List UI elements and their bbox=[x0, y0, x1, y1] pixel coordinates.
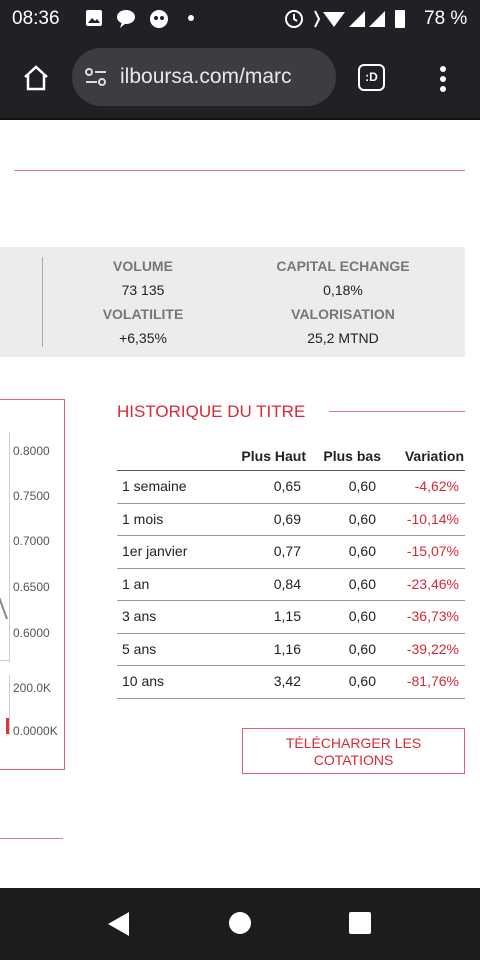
url: ilboursa.com/marc bbox=[120, 65, 292, 88]
low: 0,60 bbox=[348, 608, 376, 624]
home-button[interactable] bbox=[22, 64, 50, 92]
stats-panel: VOLUME 73 135 CAPITAL ECHANGE 0,18% VOLA… bbox=[0, 247, 465, 357]
button-text: COTATIONS bbox=[313, 752, 394, 768]
price-line bbox=[0, 596, 8, 620]
stat-label: VOLUME bbox=[113, 258, 173, 274]
low: 0,60 bbox=[348, 640, 376, 657]
high: 0,84 bbox=[273, 575, 301, 592]
divider bbox=[14, 170, 465, 171]
column-header: Plus Haut bbox=[241, 448, 306, 464]
address-bar[interactable]: ilboursa.com/marc bbox=[72, 48, 336, 106]
stat-label: VALORISATION bbox=[291, 306, 395, 322]
row-separator bbox=[117, 470, 465, 471]
low: 0,60 bbox=[348, 543, 376, 559]
variation: -15,07% bbox=[406, 543, 459, 559]
nav-bar bbox=[0, 888, 480, 960]
home-nav-button[interactable] bbox=[229, 912, 251, 934]
high: 0,77 bbox=[273, 543, 301, 559]
axis-label: 0.8000 bbox=[13, 444, 50, 458]
browser-bar: ilboursa.com/marc :D bbox=[0, 38, 480, 120]
high: 1,15 bbox=[273, 608, 301, 624]
high: 0,69 bbox=[273, 510, 301, 527]
axis-label: 200.0K bbox=[13, 681, 52, 695]
stat-value: +6,35% bbox=[119, 330, 167, 346]
high: 3,42 bbox=[273, 673, 301, 689]
row-label: 1 an bbox=[122, 575, 150, 592]
stat-value: 25,2 MTND bbox=[307, 330, 379, 346]
variation: -81,76% bbox=[406, 673, 459, 689]
low: 0,60 bbox=[348, 575, 376, 592]
section-title: HISTORIQUE DU TITRE bbox=[117, 402, 306, 421]
status-bar: 08:36 78 % bbox=[0, 0, 480, 38]
row-separator bbox=[117, 600, 465, 601]
axis-line bbox=[9, 675, 10, 735]
row-separator bbox=[117, 665, 465, 666]
low: 0,60 bbox=[348, 673, 376, 689]
axis-label: 0.6500 bbox=[13, 580, 50, 594]
row-separator bbox=[117, 697, 465, 699]
variation: -4,62% bbox=[414, 478, 459, 494]
row-label: 5 ans bbox=[122, 640, 157, 657]
button-text: TÉLÉCHARGER LES bbox=[285, 735, 422, 751]
divider bbox=[42, 257, 43, 347]
axis-line bbox=[0, 660, 10, 661]
row-label: 10 ans bbox=[122, 673, 165, 689]
variation: -10,14% bbox=[406, 510, 459, 527]
axis-label: 0.7000 bbox=[13, 534, 50, 548]
row-separator bbox=[117, 535, 465, 536]
row-label: 1 mois bbox=[122, 510, 164, 527]
battery: 78 % bbox=[424, 8, 468, 29]
row-separator bbox=[117, 632, 465, 634]
site-settings[interactable] bbox=[84, 66, 108, 88]
chart-frame bbox=[0, 399, 65, 770]
axis-label: 0.6000 bbox=[13, 626, 50, 640]
stat-label: VOLATILITE bbox=[102, 306, 184, 322]
recents-button[interactable] bbox=[349, 912, 371, 934]
stat-value: 0,18% bbox=[323, 282, 363, 298]
row-label: 1er janvier bbox=[122, 543, 188, 559]
axis-line bbox=[9, 432, 10, 662]
tabs-button[interactable]: :D bbox=[358, 64, 385, 91]
back-button[interactable] bbox=[106, 911, 132, 937]
divider bbox=[0, 838, 63, 839]
column-header: Plus bas bbox=[323, 448, 381, 464]
row-label: 1 semaine bbox=[122, 478, 187, 494]
high: 0,65 bbox=[273, 478, 301, 494]
row-label: 3 ans bbox=[122, 608, 157, 624]
stat-label: CAPITAL ECHANGE bbox=[276, 258, 410, 274]
time: 08:36 bbox=[12, 8, 60, 29]
variation: -39,22% bbox=[406, 640, 459, 657]
notification-icons bbox=[86, 10, 194, 28]
column-header: Variation bbox=[404, 448, 464, 464]
variation: -36,73% bbox=[406, 608, 459, 624]
axis-label: 0.0000K bbox=[13, 724, 58, 738]
divider bbox=[329, 411, 465, 412]
download-button[interactable]: TÉLÉCHARGER LES COTATIONS bbox=[242, 728, 465, 774]
menu-button[interactable] bbox=[438, 65, 448, 93]
stat-value: 73 135 bbox=[121, 282, 165, 298]
axis-label: 0.7500 bbox=[13, 489, 50, 503]
high: 1,16 bbox=[273, 640, 301, 657]
system-icons bbox=[285, 10, 405, 28]
volume-bar bbox=[6, 718, 9, 734]
low: 0,60 bbox=[348, 478, 376, 494]
row-separator bbox=[117, 567, 465, 569]
variation: -23,46% bbox=[406, 575, 459, 592]
row-separator bbox=[117, 502, 465, 504]
low: 0,60 bbox=[348, 510, 376, 527]
